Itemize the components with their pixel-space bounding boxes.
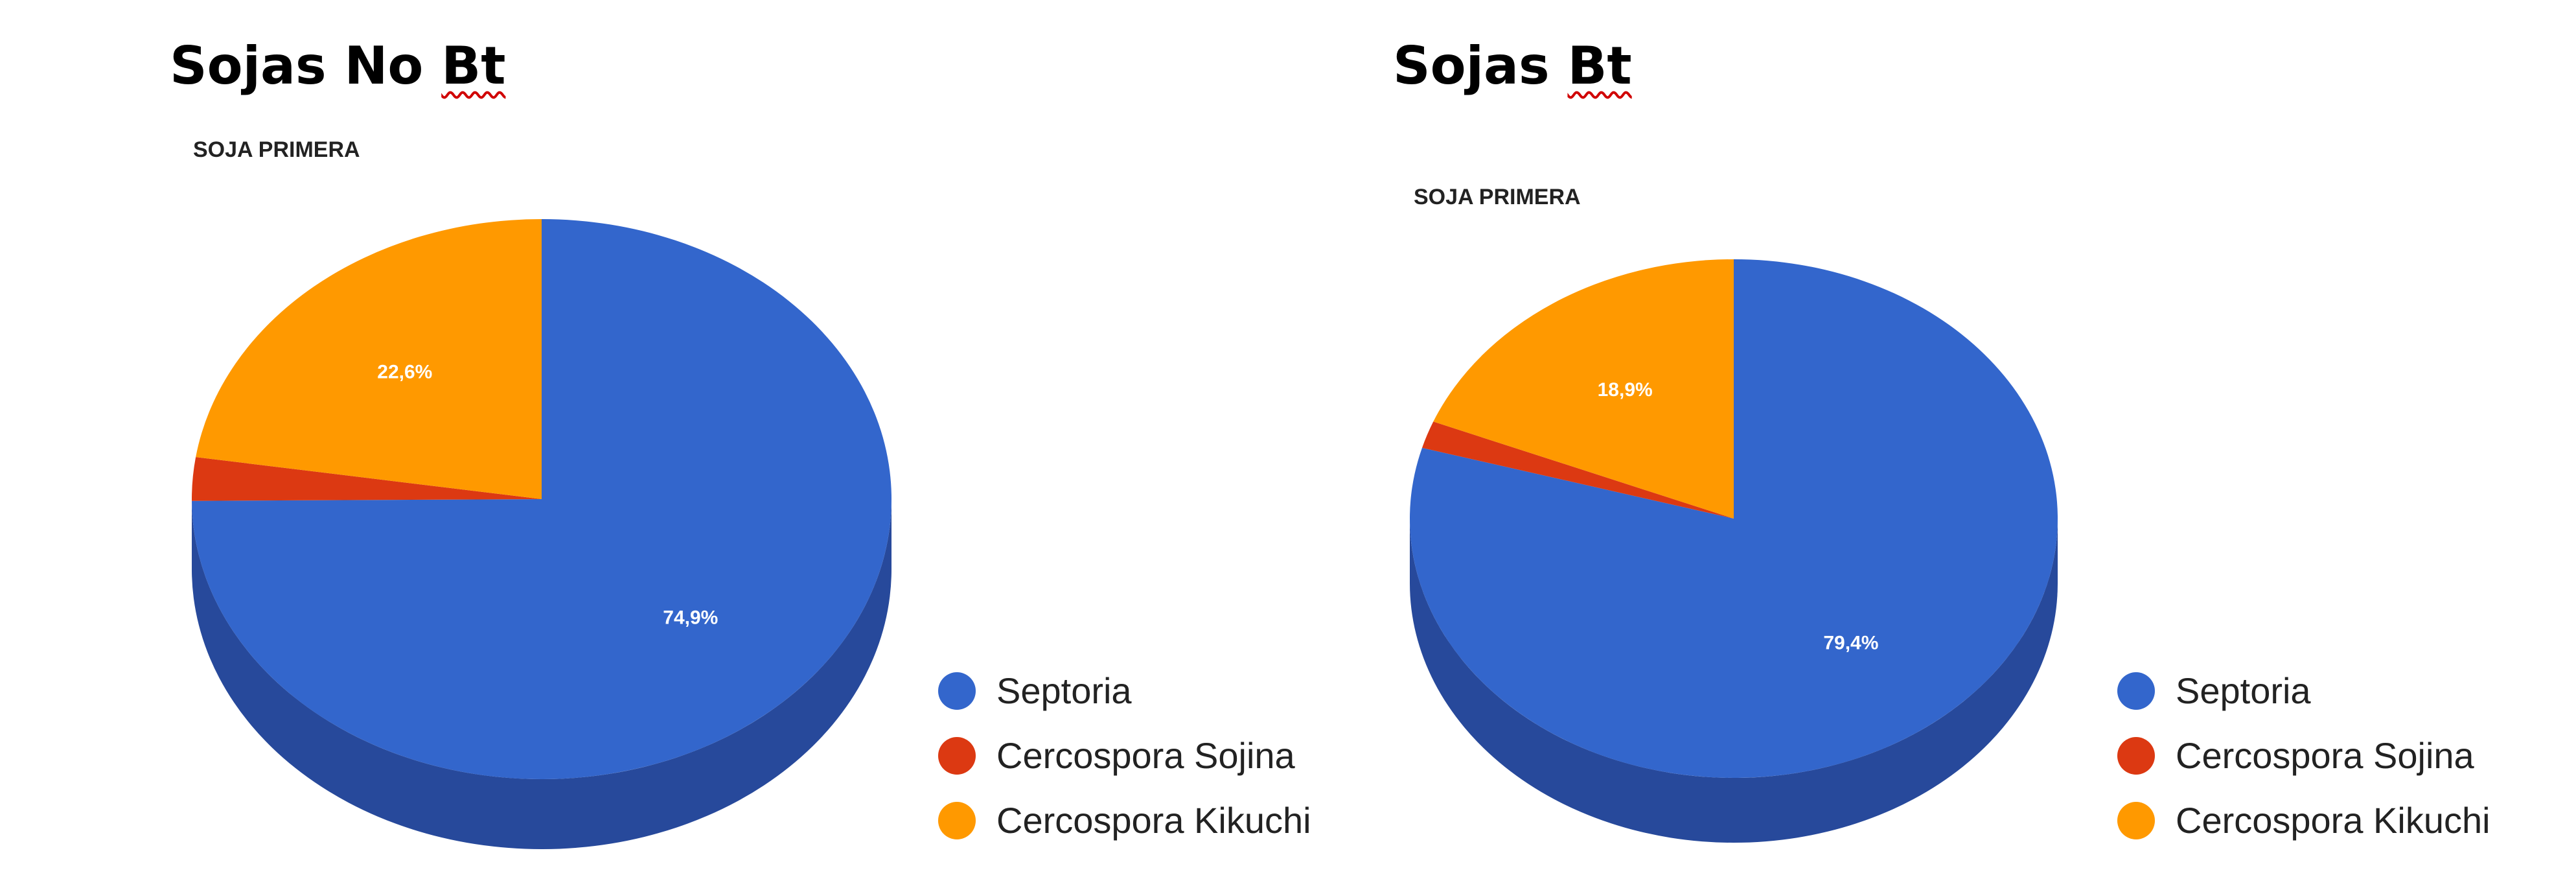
legend-swatch-cercospora-kikuchi: [2117, 802, 2155, 839]
legend-item-cercospora-kikuchi: Cercospora Kikuchi: [2117, 796, 2576, 845]
data-label-septoria: 79,4%: [1823, 632, 1878, 653]
pie-slice-cercospora-sojina: [192, 457, 542, 501]
legend-label: Cercospora Kikuchi: [996, 800, 1311, 841]
pie-side-septoria: [192, 499, 892, 849]
chart-heading-no-bt: Sojas No Bt: [170, 40, 505, 92]
legend-label: Septoria: [996, 670, 1132, 711]
legend-item-septoria: Septoria: [2117, 666, 2576, 716]
data-label-cercospora-kikuchi: 18,9%: [1598, 379, 1653, 401]
legend-label: Cercospora Sojina: [996, 735, 1295, 776]
pie-slice-cercospora-kikuchi: [1433, 259, 1734, 519]
legend-item-cercospora-sojina: Cercospora Sojina: [938, 731, 1418, 780]
heading-text: Sojas: [1393, 36, 1568, 96]
pie-slice-septoria: [192, 219, 892, 779]
legend-label: Septoria: [2176, 670, 2311, 711]
legend-label: Cercospora Kikuchi: [2176, 800, 2490, 841]
data-label-cercospora-kikuchi: 22,6%: [377, 361, 432, 382]
pie-slice-cercospora-sojina: [1421, 421, 1734, 519]
legend-swatch-septoria: [938, 672, 976, 710]
heading-emphasis: Bt: [441, 36, 506, 96]
chart-heading-bt: Sojas Bt: [1393, 40, 1632, 92]
pie-slice-septoria: [1409, 259, 2058, 778]
pie-slice-cercospora-kikuchi: [196, 219, 542, 499]
legend-item-cercospora-kikuchi: Cercospora Kikuchi: [938, 796, 1418, 845]
pie-side-septoria: [1410, 519, 2058, 843]
legend-swatch-cercospora-kikuchi: [938, 802, 976, 839]
legend-label: Cercospora Sojina: [2176, 735, 2474, 776]
chart-subtitle: SOJA PRIMERA: [193, 137, 360, 162]
legend-swatch-septoria: [2117, 672, 2155, 710]
legend-item-septoria: Septoria: [938, 666, 1418, 716]
chart-subtitle: SOJA PRIMERA: [1414, 185, 1581, 209]
heading-text: Sojas No: [170, 36, 442, 96]
heading-emphasis: Bt: [1567, 36, 1632, 96]
legend-item-cercospora-sojina: Cercospora Sojina: [2117, 731, 2576, 780]
data-label-septoria: 74,9%: [663, 607, 718, 629]
legend-swatch-cercospora-sojina: [2117, 737, 2155, 775]
legend-swatch-cercospora-sojina: [938, 737, 976, 775]
